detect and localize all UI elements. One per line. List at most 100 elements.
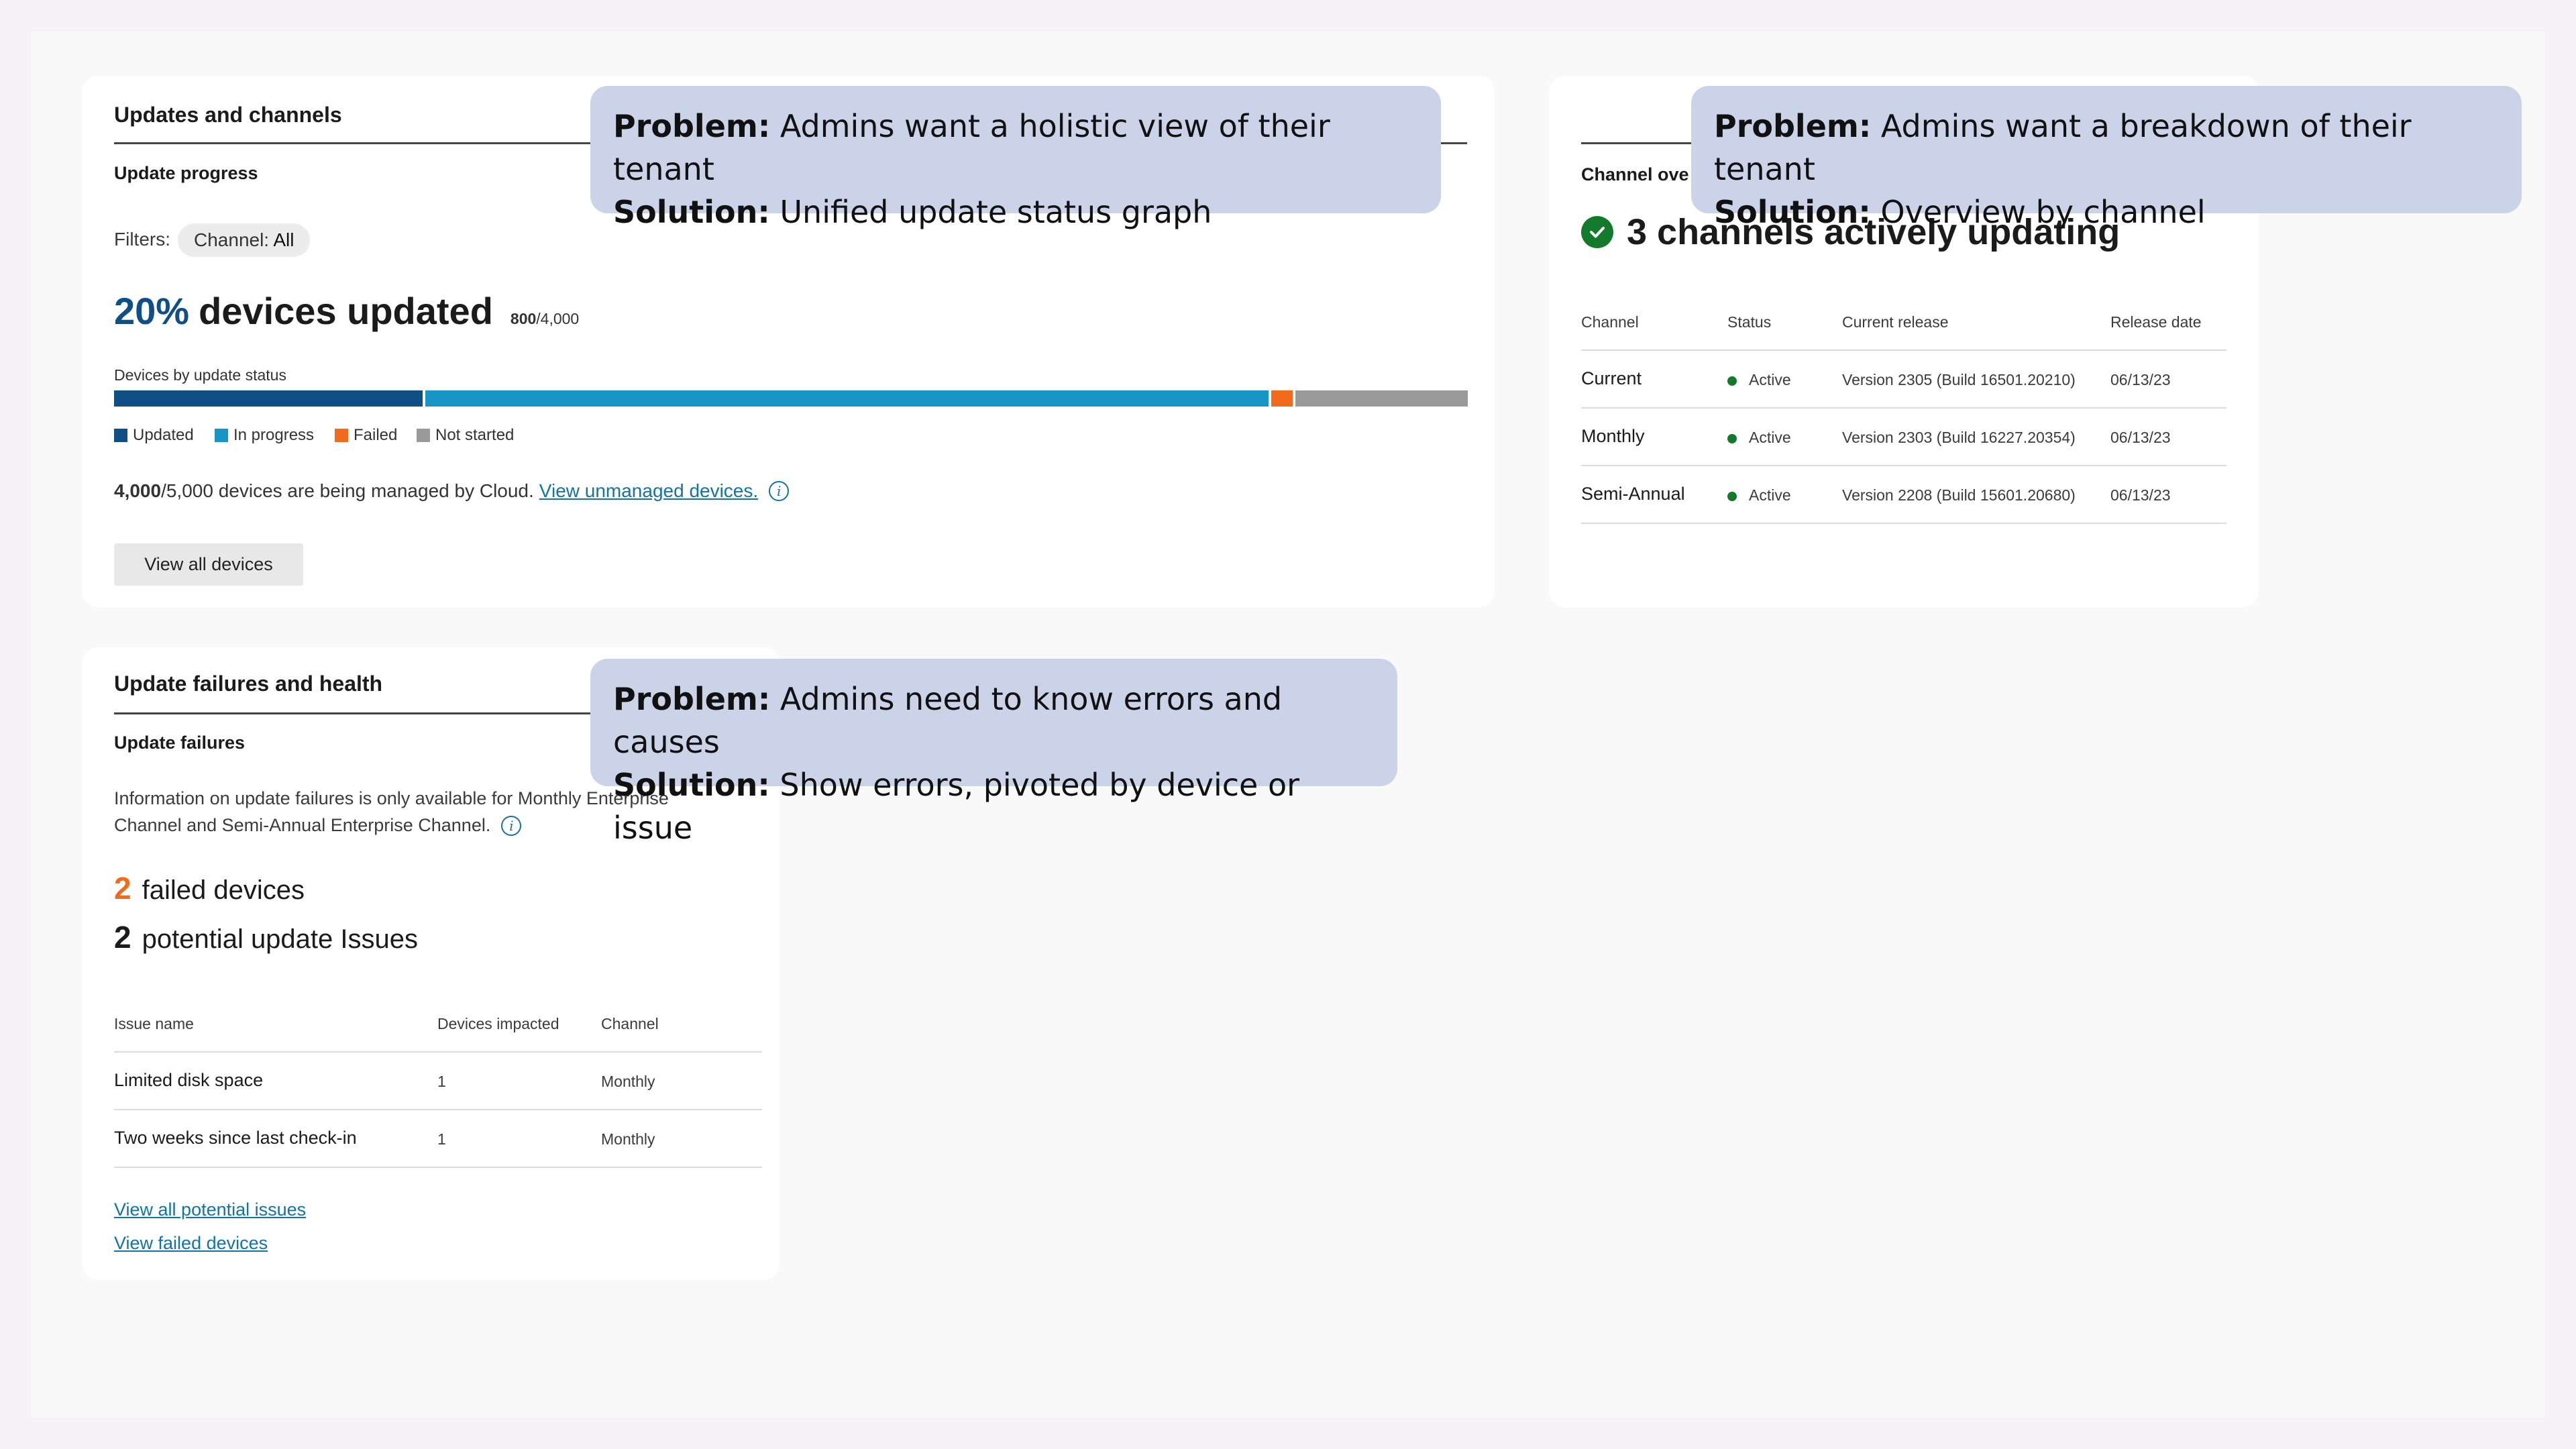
row-current-status: Active: [1727, 371, 1791, 389]
row-semi-annual-status: Active: [1727, 486, 1791, 504]
callout-channel-breakdown: Problem: Admins want a breakdown of thei…: [1691, 86, 2522, 230]
callout-solution: Solution: Overview by channel: [1714, 191, 2499, 233]
failures-info-line-1: Information on update failures is only a…: [114, 788, 669, 808]
callout-solution: Solution: Show errors, pivoted by device…: [613, 763, 1375, 849]
row-semi-annual-release: Version 2208 (Build 15601.20680): [1842, 486, 2076, 504]
issue-row-channel: Monthly: [601, 1073, 655, 1090]
check-circle-icon: [1581, 216, 1613, 248]
issue-row-devices: 1: [437, 1073, 446, 1090]
status-dot-icon: [1727, 491, 1737, 501]
info-icon[interactable]: i: [769, 481, 790, 501]
table-divider: [114, 1109, 762, 1110]
legend-failed-swatch: [335, 429, 348, 442]
view-unmanaged-devices-link[interactable]: View unmanaged devices.: [539, 480, 759, 501]
failures-card-title: Update failures and health: [114, 672, 383, 696]
info-icon[interactable]: i: [501, 815, 522, 836]
legend-in-progress: In progress: [215, 426, 314, 445]
status-bar-failed: [1271, 390, 1293, 407]
legend-not-started: Not started: [417, 426, 514, 445]
callout-problem-label: Problem:: [613, 108, 771, 144]
update-failures-title: Update failures: [114, 733, 246, 753]
row-current-release: Version 2305 (Build 16501.20210): [1842, 371, 2076, 388]
status-bar-label: Devices by update status: [114, 366, 286, 384]
failed-devices-count: 2: [114, 871, 131, 906]
potential-issues-label: potential update Issues: [142, 924, 418, 954]
callout-problem-text: Admins want a holistic view of their ten…: [613, 108, 1330, 187]
col-devices-impacted: Devices impacted: [437, 1015, 559, 1032]
callout-problem: Problem: Admins want a breakdown of thei…: [1714, 105, 2499, 191]
col-status: Status: [1727, 313, 1772, 331]
col-channel: Channel: [601, 1015, 659, 1032]
row-semi-annual-channel: Semi-Annual: [1581, 484, 1685, 504]
channel-filter-label: Channel:: [194, 229, 270, 250]
row-current-date: 06/13/23: [2110, 371, 2171, 388]
issue-row-devices: 1: [437, 1130, 446, 1148]
callout-problem-label: Problem:: [1714, 108, 1872, 144]
view-all-potential-issues-link[interactable]: View all potential issues: [114, 1199, 307, 1220]
status-bar-not-started: [1295, 390, 1468, 407]
issue-row-name: Two weeks since last check-in: [114, 1128, 357, 1148]
failed-devices-stat: 2 failed devices: [114, 870, 305, 906]
table-divider: [1581, 407, 2226, 409]
row-current-channel: Current: [1581, 368, 1642, 388]
table-divider: [114, 1167, 762, 1168]
callout-errors: Problem: Admins need to know errors and …: [590, 659, 1397, 846]
failures-info-line-2-text: Channel and Semi-Annual Enterprise Chann…: [114, 815, 491, 835]
callout-solution-label: Solution:: [613, 767, 770, 803]
devices-updated-headline: 20% devices updated 800/4,000: [114, 289, 579, 333]
view-failed-devices-link[interactable]: View failed devices: [114, 1233, 268, 1253]
status-bar-updated: [114, 390, 423, 407]
callout-solution: Solution: Unified update status graph: [613, 191, 1418, 233]
channel-filter-chip[interactable]: Channel: All: [178, 223, 311, 257]
row-semi-annual-date: 06/13/23: [2110, 486, 2171, 504]
updated-count-value: 800: [510, 310, 537, 327]
updates-card-title: Updates and channels: [114, 103, 342, 127]
channels-updating-text: 3 channels actively updating: [1627, 212, 2121, 252]
channels-updating-headline: 3 channels actively updating: [1581, 211, 2120, 253]
filters-label: Filters:: [114, 229, 170, 250]
legend-not-started-label: Not started: [435, 426, 515, 444]
updated-count-total: /4,000: [536, 310, 580, 327]
issue-row-channel: Monthly: [601, 1130, 655, 1148]
managed-devices-line: 4,000/5,000 devices are being managed by…: [114, 480, 790, 502]
col-channel: Channel: [1581, 313, 1639, 331]
callout-problem: Problem: Admins need to know errors and …: [613, 678, 1375, 763]
channel-filter-value: All: [273, 229, 294, 250]
col-issue-name: Issue name: [114, 1015, 194, 1032]
updated-count: 800/4,000: [511, 310, 579, 328]
status-bar-in-progress: [425, 390, 1269, 407]
callout-problem-text: Admins need to know errors and causes: [613, 681, 1283, 760]
status-dot-icon: [1727, 376, 1737, 386]
legend-updated: Updated: [114, 426, 194, 445]
failures-info-line-2: Channel and Semi-Annual Enterprise Chann…: [114, 815, 522, 836]
issue-row-name: Limited disk space: [114, 1070, 264, 1090]
col-current-release: Current release: [1842, 313, 1949, 331]
update-progress-title: Update progress: [114, 163, 258, 183]
failed-devices-label: failed devices: [142, 875, 305, 905]
callout-solution-text: Unified update status graph: [780, 194, 1212, 230]
legend-failed-label: Failed: [354, 426, 398, 444]
callout-solution-label: Solution:: [613, 194, 770, 230]
row-monthly-status: Active: [1727, 429, 1791, 447]
table-divider: [1581, 523, 2226, 524]
row-monthly-channel: Monthly: [1581, 426, 1645, 446]
managed-devices-rest: /5,000 devices are being managed by Clou…: [161, 480, 534, 501]
table-divider: [1581, 465, 2226, 466]
callout-solution-label: Solution:: [1714, 194, 1871, 230]
callout-problem: Problem: Admins want a holistic view of …: [613, 105, 1418, 191]
legend-updated-label: Updated: [133, 426, 194, 444]
legend-in-progress-swatch: [215, 429, 228, 442]
callout-problem-text: Admins want a breakdown of their tenant: [1714, 108, 2412, 187]
updated-label: devices updated: [199, 290, 493, 332]
view-all-devices-button[interactable]: View all devices: [114, 543, 303, 586]
failures-card-divider: [114, 712, 749, 714]
updated-percent: 20%: [114, 290, 190, 332]
legend-updated-swatch: [114, 429, 127, 442]
row-semi-annual-status-text: Active: [1749, 486, 1791, 504]
status-dot-icon: [1727, 433, 1737, 443]
legend-not-started-swatch: [417, 429, 430, 442]
table-divider: [1581, 350, 2226, 351]
status-bar: [114, 390, 1468, 407]
table-divider: [114, 1051, 762, 1053]
col-release-date: Release date: [2110, 313, 2202, 331]
